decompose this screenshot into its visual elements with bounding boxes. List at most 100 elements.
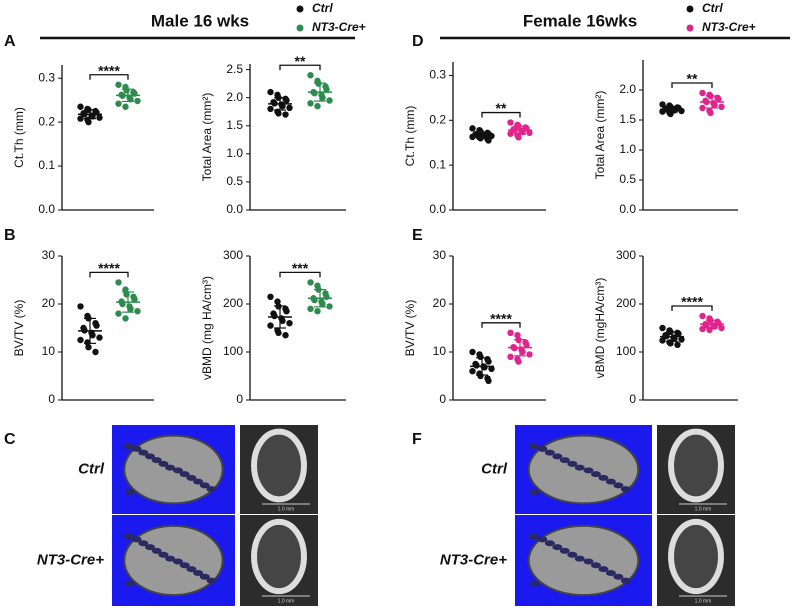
trabecular-hole: [145, 544, 156, 551]
y-axis-label: BV/TV (%): [403, 300, 417, 357]
data-point: [469, 125, 476, 132]
data-point: [323, 86, 330, 93]
data-point: [275, 329, 282, 336]
y-tick-label: 0.2: [38, 114, 55, 128]
y-tick-label: 20: [433, 296, 447, 310]
data-point: [319, 94, 326, 101]
data-point: [271, 312, 278, 320]
data-point: [307, 305, 314, 312]
data-point: [85, 344, 92, 351]
male-title: Male 16 wks: [151, 11, 249, 30]
data-point: [89, 332, 96, 339]
y-axis-label: Ct.Th (mm): [403, 106, 417, 167]
legend-label: Ctrl: [702, 1, 723, 15]
y-axis-label: Total Area (mm²): [593, 91, 607, 180]
data-point: [282, 111, 289, 118]
trabecular-hole: [179, 562, 190, 569]
y-tick-label: 0: [439, 392, 446, 406]
row-label: NT3-Cre+: [37, 551, 104, 568]
data-point: [674, 341, 681, 348]
data-point: [485, 377, 492, 384]
data-point: [134, 97, 141, 105]
trabecular-hole: [199, 573, 210, 580]
trabecular-hole: [165, 464, 176, 471]
cortical-ring: [251, 428, 307, 503]
y-tick-label: 0.5: [619, 172, 636, 186]
significance-bracket: [89, 271, 129, 278]
data-point: [122, 286, 129, 293]
y-tick-label: 0.3: [38, 70, 55, 84]
trabecular-hole: [172, 467, 183, 474]
trabecular-hole: [544, 540, 555, 547]
y-tick-label: 300: [616, 248, 636, 262]
trabecular-hole: [193, 478, 204, 485]
trabecular-hole: [574, 555, 585, 562]
y-tick-label: 200: [223, 296, 243, 310]
y-tick-label: 100: [616, 344, 636, 358]
row-label: NT3-Cre+: [440, 551, 507, 568]
trabecular-hole: [124, 488, 135, 495]
significance-bracket: [481, 322, 521, 328]
data-point: [507, 329, 514, 336]
data-point: [85, 118, 92, 126]
legend-marker: [686, 5, 694, 13]
trabecular-hole: [138, 449, 149, 456]
y-tick-label: 1.0: [226, 146, 243, 160]
trabecular-hole: [567, 551, 578, 558]
data-point: [488, 365, 495, 372]
trabecular-hole: [528, 533, 539, 540]
significance-label: ***: [292, 260, 309, 276]
data-point: [122, 103, 129, 110]
data-point: [274, 298, 281, 305]
data-point: [659, 337, 666, 344]
y-tick-label: 0: [629, 392, 636, 406]
significance-bracket: [671, 82, 713, 88]
y-tick-label: 0.3: [429, 68, 446, 82]
trabecular-hole: [544, 449, 555, 456]
significance-bracket: [481, 111, 521, 118]
y-tick-label: 2.5: [226, 62, 243, 76]
trabecular-hole: [186, 474, 197, 481]
data-point: [507, 119, 514, 126]
data-point: [473, 362, 480, 369]
significance-label: **: [496, 100, 507, 116]
significance-bracket: [671, 305, 713, 311]
trabecular-hole: [179, 471, 190, 478]
data-point: [307, 100, 314, 107]
panel-label: B: [4, 227, 16, 244]
row-label: Ctrl: [78, 460, 105, 477]
data-point: [311, 90, 318, 97]
trabecular-hole: [131, 536, 142, 543]
trabecular-hole: [206, 577, 217, 584]
trabecular-hole: [529, 488, 540, 495]
trabecular-hole: [590, 562, 601, 569]
data-point: [718, 103, 725, 111]
data-point: [279, 317, 286, 324]
data-point: [77, 303, 84, 310]
trabecular-hole: [158, 460, 169, 467]
y-tick-label: 1.5: [226, 118, 243, 132]
data-point: [515, 358, 522, 365]
trabecular-hole: [123, 533, 134, 540]
data-point: [123, 87, 130, 94]
data-point: [718, 324, 725, 332]
y-tick-label: 200: [616, 296, 636, 310]
data-point: [699, 104, 706, 112]
cortical-ring: [668, 518, 724, 595]
panel-label: D: [412, 33, 424, 50]
trabecular-hole: [186, 566, 197, 573]
data-point: [326, 303, 333, 310]
trabecular-hole: [598, 474, 609, 481]
significance-label: ****: [98, 62, 120, 78]
data-point: [314, 308, 321, 315]
data-point: [326, 97, 333, 104]
significance-label: **: [687, 71, 698, 87]
data-point: [319, 300, 326, 308]
data-point: [485, 137, 492, 144]
y-tick-label: 10: [433, 344, 447, 358]
trabecular-hole: [124, 580, 135, 587]
panel-label: C: [4, 431, 16, 448]
data-point: [659, 324, 666, 332]
trabecular-hole: [145, 453, 156, 460]
